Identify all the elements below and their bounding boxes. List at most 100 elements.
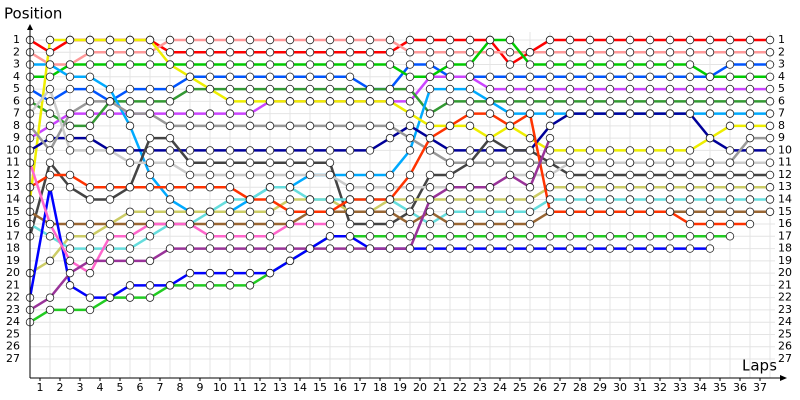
series-point xyxy=(585,183,595,192)
series-point xyxy=(285,48,295,57)
series-point xyxy=(605,97,615,106)
series-point xyxy=(525,183,535,192)
series-point xyxy=(745,97,755,106)
series-point xyxy=(265,60,275,69)
series-point xyxy=(545,72,555,82)
y-tick-label: 19 xyxy=(6,254,20,267)
series-point xyxy=(665,195,675,204)
series-point xyxy=(585,84,595,94)
series-point xyxy=(125,97,135,106)
series-point xyxy=(585,48,595,57)
x-tick-label: 2 xyxy=(57,381,64,394)
series-point xyxy=(245,60,255,69)
series-point xyxy=(765,158,775,167)
series-point xyxy=(585,158,595,167)
series-point xyxy=(125,60,135,69)
x-tick-label: 13 xyxy=(273,381,287,394)
series-point xyxy=(185,158,195,167)
series-point xyxy=(545,207,555,216)
series-point xyxy=(205,109,215,118)
series-point xyxy=(465,183,475,192)
series-point xyxy=(465,35,475,45)
series-point xyxy=(405,48,415,57)
series-point xyxy=(145,207,155,216)
series-point xyxy=(125,219,135,229)
series-point xyxy=(685,146,695,155)
series-point xyxy=(705,72,715,82)
series-point xyxy=(625,48,635,57)
series-point xyxy=(685,207,695,216)
series-point xyxy=(685,219,695,229)
series-point xyxy=(645,244,655,253)
series-point xyxy=(705,232,715,241)
series-point xyxy=(565,97,575,106)
series-point xyxy=(445,121,455,131)
series-point xyxy=(85,268,95,278)
series-point xyxy=(45,35,55,45)
series-line xyxy=(29,210,770,226)
y-tick-label: 2 xyxy=(13,45,20,58)
series-point xyxy=(545,244,555,253)
series-point xyxy=(45,97,55,106)
series-point xyxy=(705,195,715,204)
series-point xyxy=(125,35,135,45)
series-point xyxy=(85,293,95,302)
series-point xyxy=(545,158,555,167)
series-point xyxy=(265,48,275,57)
series-point xyxy=(165,219,175,229)
series-point xyxy=(45,84,55,94)
y-tick-label-right: 27 xyxy=(778,352,792,365)
series-point xyxy=(665,35,675,45)
series-point xyxy=(425,72,435,82)
series-point xyxy=(725,170,735,180)
series-point xyxy=(385,183,395,192)
y-tick-label-right: 5 xyxy=(778,82,785,95)
series-point xyxy=(745,72,755,82)
series-point xyxy=(405,97,415,106)
series-point xyxy=(505,232,515,241)
x-tick-label: 10 xyxy=(213,381,227,394)
x-tick-label: 24 xyxy=(493,381,507,394)
series-point xyxy=(65,244,75,253)
series-point xyxy=(245,268,255,278)
series-point xyxy=(585,195,595,204)
series-point xyxy=(765,121,775,131)
series-point xyxy=(385,219,395,229)
series-point xyxy=(65,256,75,266)
series-point xyxy=(205,219,215,229)
series-point xyxy=(85,244,95,253)
series-point xyxy=(105,109,115,118)
series-point xyxy=(165,281,175,290)
series-point xyxy=(45,219,55,229)
series-point xyxy=(45,305,55,315)
series-point xyxy=(225,244,235,253)
series-point xyxy=(105,146,115,155)
series-point xyxy=(585,232,595,241)
series-point xyxy=(765,183,775,192)
series-point xyxy=(245,219,255,229)
series-point xyxy=(505,72,515,82)
x-tick-label: 5 xyxy=(117,381,124,394)
series-point xyxy=(365,219,375,229)
series-point xyxy=(565,170,575,180)
series-point xyxy=(525,244,535,253)
series-point xyxy=(285,121,295,131)
series-point xyxy=(645,146,655,155)
series-point xyxy=(145,219,155,229)
series-point xyxy=(465,158,475,167)
series-point xyxy=(485,97,495,106)
x-tick-label: 20 xyxy=(413,381,427,394)
series-point xyxy=(445,35,455,45)
series-point xyxy=(165,48,175,57)
series-point xyxy=(145,158,155,167)
series-point xyxy=(285,183,295,192)
series-point xyxy=(325,121,335,131)
series-point xyxy=(465,232,475,241)
series-point xyxy=(625,244,635,253)
series-point xyxy=(325,146,335,155)
series-point xyxy=(445,244,455,253)
series-point xyxy=(345,84,355,94)
series-point xyxy=(545,195,555,204)
series-point xyxy=(345,207,355,216)
series-point xyxy=(105,195,115,204)
